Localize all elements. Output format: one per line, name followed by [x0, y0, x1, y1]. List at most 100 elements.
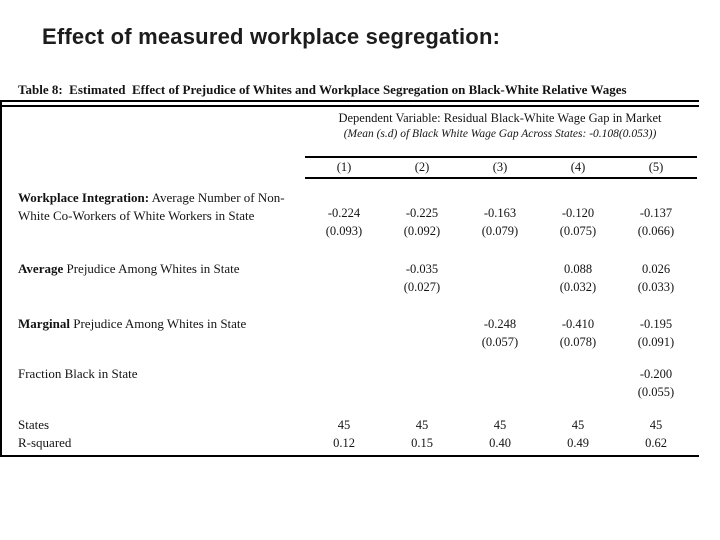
std-error [383, 383, 461, 401]
estimate: 0.088 [563, 262, 593, 276]
table-row: -0.224 (0.093) -0.225 (0.092) -0.163 (0.079… [305, 204, 695, 240]
estimate: -0.224 [327, 206, 361, 220]
row-label-rest-part: Prejudice Among Whites in State [70, 316, 247, 331]
coef-cell: -0.410 (0.078) [539, 315, 617, 351]
row-label-average-prejudice: Average Prejudice Among Whites in State [18, 260, 310, 278]
coef-cell: -0.224 (0.093) [305, 204, 383, 240]
estimate: -0.225 [405, 206, 439, 220]
coef-cell [305, 260, 383, 296]
std-error: (0.079) [481, 224, 519, 238]
row-label-r-squared: R-squared [18, 435, 72, 450]
row-label-rest-part: Average Number of Non-White Co-Workers o… [18, 190, 285, 223]
estimate [383, 315, 461, 333]
std-error: (0.092) [403, 224, 441, 238]
estimate [461, 260, 539, 278]
table-row: 0.12 0.15 0.40 0.49 0.62 [305, 434, 695, 452]
stat-value: 0.12 [333, 436, 355, 450]
estimate: -0.163 [483, 206, 517, 220]
stat-value: 0.62 [645, 436, 667, 450]
std-error: (0.075) [559, 224, 597, 238]
coef-cell [305, 315, 383, 351]
column-header-bottom-rule [305, 177, 697, 179]
column-header-5: (5) [648, 160, 664, 174]
std-error: (0.066) [637, 224, 675, 238]
row-label-states: States [18, 417, 50, 432]
std-error: (0.033) [637, 280, 675, 294]
estimate: -0.410 [561, 317, 595, 331]
row-label-bold-part: Average [18, 261, 64, 276]
coef-cell [383, 315, 461, 351]
coef-cell: -0.163 (0.079) [461, 204, 539, 240]
stat-value: 45 [493, 418, 507, 432]
estimate [305, 315, 383, 333]
coef-cell [461, 365, 539, 401]
coef-cell: -0.225 (0.092) [383, 204, 461, 240]
std-error [539, 383, 617, 401]
std-error [383, 333, 461, 351]
row-label-rest-part: Fraction Black in State [18, 366, 138, 381]
std-error: (0.032) [559, 280, 597, 294]
estimate: -0.248 [483, 317, 517, 331]
std-error: (0.078) [559, 335, 597, 349]
column-header-3: (3) [492, 160, 508, 174]
std-error: (0.055) [637, 385, 675, 399]
std-error: (0.091) [637, 335, 675, 349]
dependent-variable-note: (Mean (s.d) of Black White Wage Gap Acro… [343, 128, 657, 140]
column-header-1: (1) [336, 160, 352, 174]
column-header-row: (1) (2) (3) (4) (5) [305, 160, 695, 175]
row-label-bold-part: Marginal [18, 316, 70, 331]
row-label-marginal-prejudice: Marginal Prejudice Among Whites in State [18, 315, 310, 333]
std-error: (0.057) [481, 335, 519, 349]
stat-value: 45 [337, 418, 351, 432]
coef-cell: -0.195 (0.091) [617, 315, 695, 351]
estimate [305, 260, 383, 278]
coef-cell: -0.035 (0.027) [383, 260, 461, 296]
stat-value: 45 [571, 418, 585, 432]
std-error [461, 278, 539, 296]
coef-cell: 0.026 (0.033) [617, 260, 695, 296]
estimate: -0.035 [405, 262, 439, 276]
row-label-bold-part: Workplace Integration: [18, 190, 150, 205]
estimate [461, 365, 539, 383]
table-title: Table 8: Estimated Effect of Prejudice o… [18, 82, 627, 97]
estimate [383, 365, 461, 383]
row-label-rest-part: Prejudice Among Whites in State [63, 261, 240, 276]
column-header-4: (4) [570, 160, 586, 174]
coef-cell [383, 365, 461, 401]
column-header-2: (2) [414, 160, 430, 174]
stat-value: 0.15 [411, 436, 433, 450]
table-row: 45 45 45 45 45 [305, 416, 695, 434]
estimate: -0.195 [639, 317, 673, 331]
dependent-variable-header: Dependent Variable: Residual Black-White… [338, 111, 662, 125]
estimate [539, 365, 617, 383]
row-label-fraction-black: Fraction Black in State [18, 365, 310, 383]
table-title-double-rule [0, 100, 699, 107]
table-row: -0.035 (0.027) 0.088 (0.032) 0.026 (0.033) [305, 260, 695, 296]
table-row: -0.200 (0.055) [305, 365, 695, 401]
slide-title: Effect of measured workplace segregation… [42, 24, 501, 49]
row-label-workplace-integration: Workplace Integration: Average Number of… [18, 189, 310, 225]
std-error [305, 383, 383, 401]
std-error: (0.027) [403, 280, 441, 294]
coef-cell [461, 260, 539, 296]
stat-value: 0.40 [489, 436, 511, 450]
coef-cell: -0.137 (0.066) [617, 204, 695, 240]
table-left-border-rule [0, 100, 2, 457]
estimate [305, 365, 383, 383]
std-error [305, 278, 383, 296]
coef-cell [539, 365, 617, 401]
estimate: -0.137 [639, 206, 673, 220]
table-row: -0.248 (0.057) -0.410 (0.078) -0.195 (0.091… [305, 315, 695, 351]
std-error: (0.093) [325, 224, 363, 238]
estimate: -0.120 [561, 206, 595, 220]
stat-value: 45 [415, 418, 429, 432]
stat-value: 0.49 [567, 436, 589, 450]
coef-cell: -0.248 (0.057) [461, 315, 539, 351]
coef-cell: -0.200 (0.055) [617, 365, 695, 401]
stat-value: 45 [649, 418, 663, 432]
coef-cell [305, 365, 383, 401]
std-error [305, 333, 383, 351]
coef-cell: -0.120 (0.075) [539, 204, 617, 240]
std-error [461, 383, 539, 401]
